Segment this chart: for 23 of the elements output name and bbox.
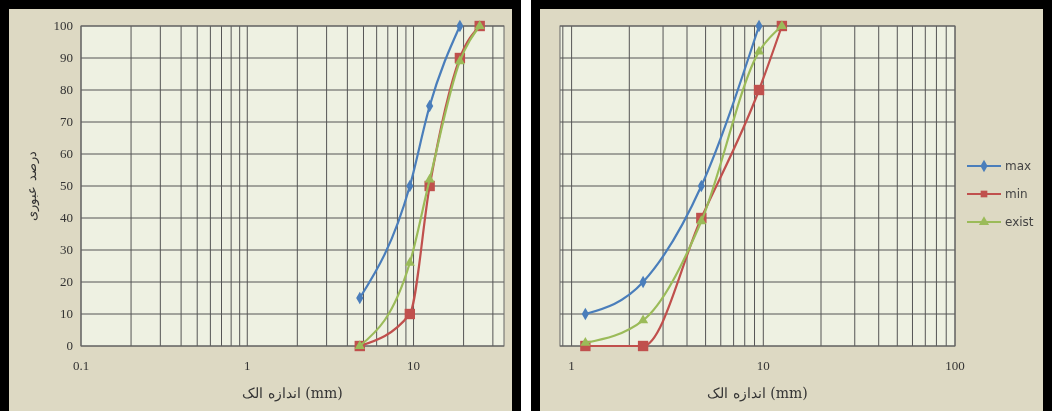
- y-tick-label: 70: [60, 114, 73, 129]
- y-tick-label: 20: [60, 274, 73, 289]
- x-tick-label: 0.1: [72, 358, 90, 373]
- y-tick-label: 50: [60, 178, 73, 193]
- legend-label: min: [1005, 187, 1028, 201]
- y-tick-label: 40: [60, 210, 73, 225]
- y-tick-label: 0: [66, 338, 73, 353]
- legend-label: exist: [1005, 215, 1034, 229]
- y-tick-label: 80: [60, 82, 73, 97]
- y-tick-label: 100: [53, 18, 73, 33]
- y-tick-label: 30: [60, 242, 73, 257]
- y-tick-label: 90: [60, 50, 73, 65]
- x-tick-label: 1: [568, 358, 575, 373]
- x-tick-label: 100: [945, 358, 965, 373]
- y-tick-label: 60: [60, 146, 73, 161]
- x-axis-title: اندازه الک (mm): [707, 385, 808, 402]
- x-tick-label: 1: [244, 358, 251, 373]
- x-axis-title: اندازه الک (mm): [242, 385, 343, 402]
- y-axis-title: درصد عبوری: [24, 151, 40, 221]
- y-tick-label: 10: [60, 306, 73, 321]
- legend-label: max: [1005, 159, 1032, 173]
- x-tick-label: 10: [756, 358, 770, 373]
- x-tick-label: 10: [407, 358, 421, 373]
